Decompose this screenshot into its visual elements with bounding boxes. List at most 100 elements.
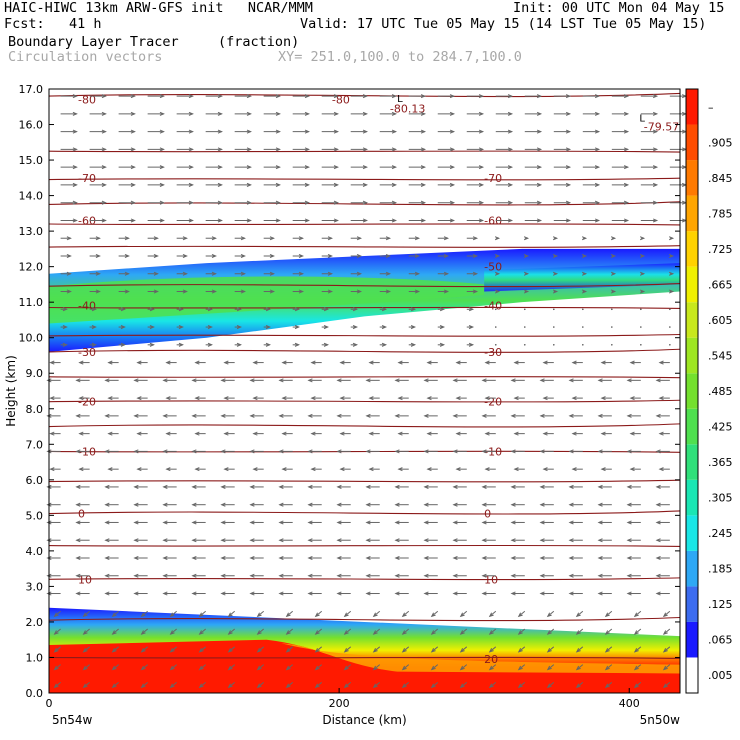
circulation-vector-head [423,378,429,383]
circulation-vector-head [365,538,371,543]
circulation-vector-head [443,236,450,241]
circulation-vector-head [227,665,233,671]
circulation-vector-head [401,612,407,618]
circulation-vector-head [546,648,552,653]
circulation-vector-head [494,253,501,259]
circulation-vector [83,610,90,617]
circulation-vector-head [343,612,349,618]
circulation-vector-head [191,573,197,578]
circulation-vector-head [49,396,55,401]
circulation-vector-head [236,342,242,347]
circulation-vector-head [269,253,275,259]
circulation-vector-head [298,236,304,241]
temperature-contour-line [48,479,681,483]
colorbar-label: .305 [708,492,733,505]
circulation-vector-head [72,182,78,187]
circulation-vector-head [604,648,610,653]
circulation-vector-head [162,573,168,578]
circulation-vector-head [133,502,139,507]
circulation-vector [518,646,526,653]
circulation-vector-head [198,683,204,689]
circulation-vector-head [343,665,349,671]
circulation-vector-head [513,431,519,436]
circulation-vector-head [394,520,400,525]
circulation-vector-head [246,182,252,187]
colorbar-swatch [686,586,698,622]
circulation-vector-head [107,396,113,401]
circulation-vector-head [256,612,262,618]
circulation-vector-head [236,307,242,312]
circulation-vector-head [314,683,320,689]
circulation-vector [663,664,671,670]
contour-label: -70 [484,172,502,185]
circulation-vector-head [46,484,52,489]
circulation-vector-head [420,165,427,170]
circulation-vector [170,628,177,635]
circulation-vector-head [307,591,313,596]
circulation-vector-head [459,683,465,689]
circulation-vector-head [281,467,287,472]
circulation-vector-head [256,683,262,689]
circulation-vector-head [211,236,217,241]
circulation-vector-head [552,289,559,294]
circulation-vector [315,664,323,670]
circulation-vector-head [314,648,320,653]
circulation-vector-head [517,665,523,671]
circulation-vector-head [423,520,429,525]
circulation-vector-head [568,573,574,578]
temperature-contour-line [48,150,681,153]
circulation-vector-head [459,612,465,618]
circulation-vector-head [256,665,262,671]
y-tick-label: 7.0 [26,438,44,451]
circulation-vector-head [507,147,514,152]
circulation-vector-head [227,683,233,689]
circulation-vector-head [217,147,223,152]
circulation-vector-head [198,630,204,635]
circulation-vector-head [78,431,84,436]
circulation-vector-head [494,271,501,276]
circulation-vector [576,646,584,653]
circulation-vector-head [307,538,313,543]
circulation-vector-head [191,449,197,454]
circulation-vector [547,664,555,670]
circulation-vector-head [575,665,581,671]
circulation-vector-head [423,484,429,489]
circulation-vector-head [610,253,617,259]
circulation-vector [576,681,584,688]
circulation-vector-head [629,360,635,365]
contour-label: -70 [78,172,96,185]
circulation-vector-head [307,484,313,489]
circulation-vector-head [655,502,661,507]
circulation-vector-head [552,253,559,259]
x-left-endpoint: 5n54w [52,713,93,727]
circulation-vector-head [430,665,436,671]
circulation-vector-head [510,591,516,596]
circulation-vector-head [513,467,519,472]
circulation-vector-head [546,665,552,671]
circulation-vector-head [594,200,601,205]
circulation-vector-head [140,683,146,689]
y-tick-label: 14.0 [19,190,44,203]
contour-label: -80 [78,94,96,107]
circulation-vector-head [478,147,485,152]
colorbar-swatch [686,89,698,125]
model-title: HAIC-HIWC 13km ARW-GFS init NCAR/MMM [4,0,313,16]
circulation-vector-head [655,555,661,561]
circulation-vector-head [426,467,432,472]
circulation-vector-head [539,413,545,418]
circulation-vector-head [597,538,603,543]
circulation-vector-head [507,218,514,223]
temperature-contour-line [48,399,681,403]
contour-label: -60 [78,214,96,227]
circulation-vector [286,628,294,635]
circulation-vector-head [510,378,516,383]
circulation-vector [402,646,410,653]
circulation-vector-head [182,271,188,276]
circulation-vector-head [510,538,516,543]
circulation-vector-head [162,502,168,507]
circulation-vector-head [91,342,97,347]
circulation-vector-head [610,289,617,294]
circulation-vector-head [565,165,572,170]
circulation-vector-head [149,307,155,312]
circulation-vector-head [478,200,485,205]
